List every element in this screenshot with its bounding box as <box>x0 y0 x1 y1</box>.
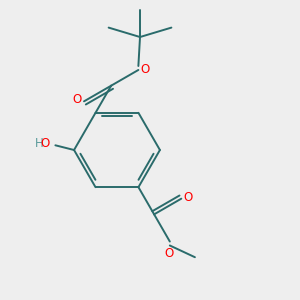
Text: O: O <box>72 93 81 106</box>
Text: H: H <box>35 137 44 150</box>
Text: O: O <box>164 248 173 260</box>
Text: O: O <box>183 190 192 203</box>
Text: O: O <box>40 137 50 150</box>
Text: O: O <box>140 63 149 76</box>
